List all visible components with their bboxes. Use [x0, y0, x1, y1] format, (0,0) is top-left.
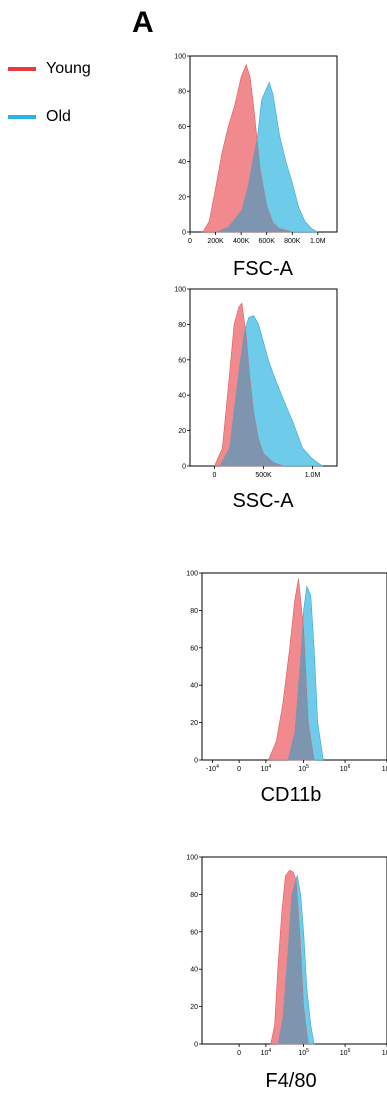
x-tick-label: 105	[298, 1048, 309, 1057]
y-tick-label: 0	[182, 230, 186, 237]
x-tick-label: 500K	[255, 472, 272, 479]
x-tick-label: 400K	[233, 238, 250, 245]
series-overlap	[287, 586, 315, 760]
y-tick-label: 100	[186, 571, 198, 578]
x-tick-label: 0	[237, 1050, 241, 1057]
x-tick-label: 106	[340, 1048, 351, 1057]
histogram-4: 0 20 40 60 80 100 0 104 105 106 107 F4/80	[186, 855, 387, 1092]
y-tick-label: 100	[174, 287, 186, 294]
histogram-2: 0 20 40 60 80 100 0 500K 1.0M SSC-A	[174, 287, 338, 512]
y-tick-label: 100	[186, 855, 198, 862]
x-tick-label: 1.0M	[305, 472, 321, 479]
x-tick-label: 0	[213, 472, 217, 479]
y-tick-label: 100	[174, 54, 186, 61]
y-tick-label: 40	[178, 159, 186, 166]
x-tick-label: 0	[188, 238, 192, 245]
y-tick-label: 20	[190, 1004, 198, 1011]
legend-item-old: Old	[8, 108, 71, 126]
x-tick-label: 105	[298, 764, 309, 773]
x-tick-label: 200K	[207, 238, 224, 245]
x-tick-label: -104	[206, 764, 219, 773]
x-tick-label: 600K	[259, 238, 276, 245]
y-tick-label: 80	[178, 89, 186, 96]
y-tick-label: 0	[194, 1042, 198, 1049]
legend-label-young: Young	[46, 60, 91, 77]
legend-item-young: Young	[8, 60, 91, 78]
legend-swatch-old	[8, 115, 36, 119]
y-tick-label: 40	[190, 967, 198, 974]
x-axis-title: FSC-A	[233, 258, 294, 280]
legend-label-old: Old	[46, 108, 71, 125]
x-tick-label: 106	[340, 764, 351, 773]
y-tick-label: 80	[190, 608, 198, 615]
x-tick-label: 1.0M	[310, 238, 326, 245]
histogram-1: 0 20 40 60 80 100 0 200K 400K 600K 800K 1.0M FSC-A	[174, 54, 338, 280]
y-tick-label: 40	[178, 393, 186, 400]
y-tick-label: 40	[190, 683, 198, 690]
y-tick-label: 60	[190, 929, 198, 936]
y-tick-label: 60	[178, 357, 186, 364]
x-tick-label: 107	[382, 764, 387, 773]
y-tick-label: 60	[190, 645, 198, 652]
x-axis-title: SSC-A	[232, 490, 294, 512]
x-tick-label: 0	[237, 766, 241, 773]
x-axis-title: F4/80	[265, 1070, 316, 1092]
x-tick-label: 104	[261, 764, 272, 773]
histogram-3: 0 20 40 60 80 100 -104 0 104 105 106 107 CD11b	[186, 571, 387, 806]
panel-label: A	[132, 6, 154, 39]
y-tick-label: 20	[190, 720, 198, 727]
x-tick-label: 107	[382, 1048, 387, 1057]
y-tick-label: 60	[178, 124, 186, 131]
x-tick-label: 104	[261, 1048, 272, 1057]
y-tick-label: 20	[178, 194, 186, 201]
y-tick-label: 80	[190, 892, 198, 899]
legend-swatch-young	[8, 67, 36, 71]
y-tick-label: 0	[194, 758, 198, 765]
y-tick-label: 80	[178, 322, 186, 329]
x-tick-label: 800K	[284, 238, 301, 245]
y-tick-label: 20	[178, 428, 186, 435]
y-tick-label: 0	[182, 464, 186, 471]
x-axis-title: CD11b	[261, 784, 322, 806]
